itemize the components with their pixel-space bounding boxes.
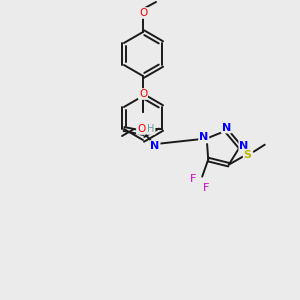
Text: O: O [139,8,147,18]
Text: N: N [150,141,160,151]
Text: N: N [199,133,208,142]
Text: S: S [244,150,252,160]
Text: N: N [239,141,249,151]
Text: H: H [147,124,155,134]
Text: N: N [222,122,231,133]
Text: F: F [203,183,209,193]
Text: F: F [190,174,196,184]
Text: O: O [137,124,145,134]
Text: O: O [139,89,147,99]
